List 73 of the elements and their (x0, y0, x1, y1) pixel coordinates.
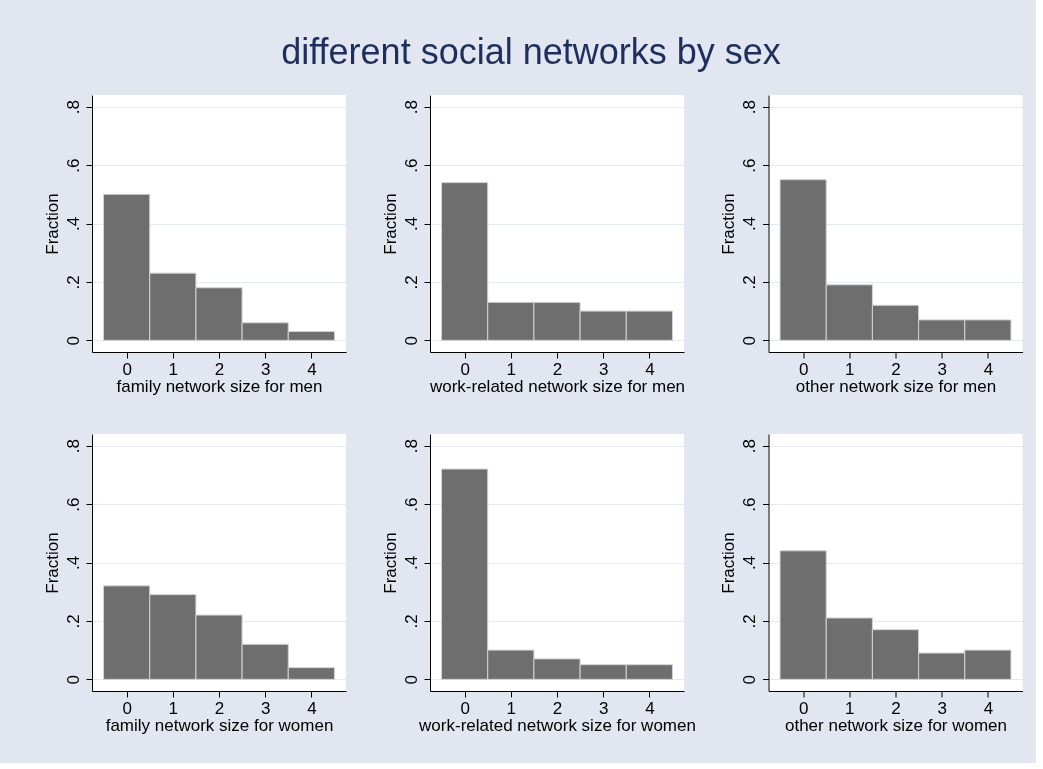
x-tick-label: 2 (214, 698, 225, 718)
y-axis-title: Fraction (42, 193, 62, 255)
x-tick-label: 1 (845, 359, 855, 379)
x-tick-label: 3 (937, 359, 947, 379)
x-tick-label: 3 (260, 698, 271, 718)
x-tick-label: 4 (983, 359, 994, 379)
x-tick-label: 1 (168, 359, 179, 379)
y-tick-label: .2 (740, 614, 759, 629)
x-tick-label: 2 (552, 698, 563, 718)
y-axis-title: Fraction (380, 532, 400, 594)
y-tick-label: 0 (401, 336, 421, 346)
x-tick-label: 0 (460, 698, 470, 718)
y-tick-label: .6 (740, 497, 759, 512)
x-tick-label: 0 (122, 698, 132, 718)
x-tick-label: 4 (983, 698, 994, 718)
y-tick-label: .2 (740, 275, 759, 290)
x-axis-title: other network size for women (784, 715, 1008, 735)
y-axis-title: Fraction (42, 532, 62, 594)
y-tick-label: .8 (740, 439, 759, 454)
x-axis-title: other network size for men (795, 376, 997, 396)
y-tick-label: .4 (740, 555, 759, 571)
x-tick-label: 4 (307, 698, 317, 718)
y-tick-label: .4 (401, 216, 421, 232)
y-tick-label: .6 (401, 158, 421, 173)
x-tick-label: 0 (460, 359, 470, 379)
x-tick-label: 3 (937, 698, 947, 718)
y-axis-title: Fraction (719, 193, 738, 255)
y-tick-label: .4 (63, 216, 83, 232)
x-tick-label: 2 (552, 359, 563, 379)
y-tick-label: .4 (401, 555, 421, 571)
y-tick-label: .8 (401, 439, 421, 454)
y-tick-label: .6 (63, 497, 83, 512)
y-axis-title: Fraction (719, 532, 738, 594)
y-axis-title: Fraction (380, 193, 400, 255)
x-tick-label: 0 (122, 359, 132, 379)
text: different social networks by sex (281, 31, 781, 72)
y-tick-label: 0 (740, 336, 759, 346)
y-tick-label: .4 (740, 216, 759, 232)
y-tick-label: .8 (63, 439, 83, 454)
x-axis-title: family network size for men (116, 376, 323, 396)
x-tick-label: 0 (798, 359, 809, 379)
x-tick-label: 2 (214, 359, 225, 379)
x-axis-title: work-related network size for men (428, 376, 686, 396)
x-tick-label: 4 (645, 698, 655, 718)
y-tick-label: .2 (63, 275, 83, 290)
y-tick-label: 0 (63, 336, 83, 346)
y-tick-label: 0 (401, 675, 421, 685)
y-tick-label: .6 (401, 497, 421, 512)
x-tick-label: 1 (845, 698, 855, 718)
y-tick-label: .2 (63, 614, 83, 629)
x-tick-label: 1 (168, 698, 179, 718)
x-axis-title: family network size for women (105, 715, 334, 735)
y-tick-label: .2 (401, 614, 421, 629)
y-tick-label: .8 (401, 100, 421, 115)
y-tick-label: 0 (63, 675, 83, 685)
y-tick-label: .8 (63, 100, 83, 115)
y-tick-label: .8 (740, 100, 759, 115)
x-axis-title: work-related network size for women (418, 715, 696, 735)
y-tick-label: .6 (63, 158, 83, 173)
x-tick-label: 4 (307, 359, 317, 379)
x-tick-label: 1 (506, 698, 517, 718)
y-tick-label: .2 (401, 275, 421, 290)
y-tick-label: 0 (740, 675, 759, 685)
x-tick-label: 0 (798, 698, 809, 718)
x-tick-label: 2 (891, 359, 901, 379)
x-tick-label: 3 (260, 359, 271, 379)
x-tick-label: 2 (891, 698, 901, 718)
y-tick-label: .6 (740, 158, 759, 173)
x-tick-label: 3 (598, 698, 609, 718)
x-tick-label: 4 (645, 359, 655, 379)
x-tick-label: 3 (598, 359, 609, 379)
y-tick-label: .4 (63, 555, 83, 571)
x-tick-label: 1 (506, 359, 517, 379)
